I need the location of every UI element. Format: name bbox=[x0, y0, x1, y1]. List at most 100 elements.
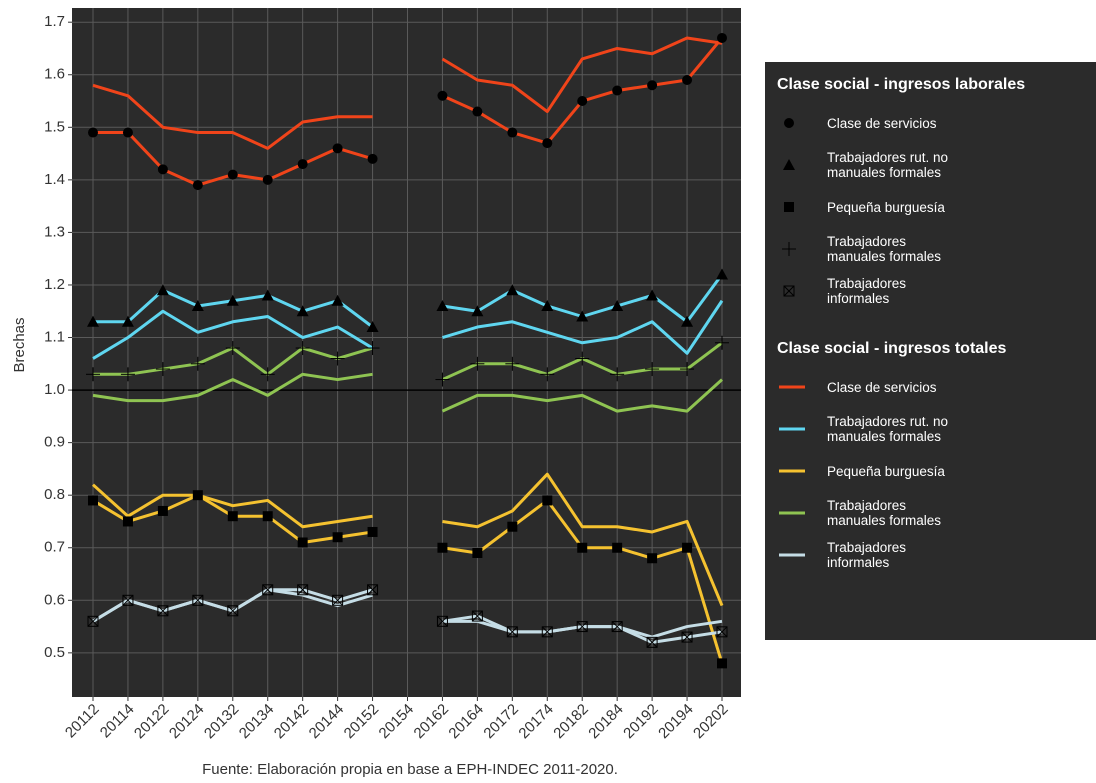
marker-shape bbox=[367, 584, 379, 596]
marker bbox=[542, 138, 553, 149]
marker-shape bbox=[191, 299, 204, 311]
y-tick-label: 0.6 bbox=[44, 591, 65, 608]
x-tick-label: 20152 bbox=[341, 701, 383, 743]
marker-shape bbox=[437, 615, 448, 627]
marker bbox=[122, 127, 133, 138]
marker-shape bbox=[506, 284, 519, 296]
marker-shape bbox=[262, 511, 273, 522]
marker bbox=[437, 542, 448, 553]
marker bbox=[227, 169, 238, 180]
marker-shape bbox=[541, 626, 553, 638]
y-axis-label: Brechas bbox=[11, 317, 28, 372]
marker bbox=[645, 362, 660, 377]
marker-shape bbox=[157, 605, 169, 617]
marker-shape bbox=[122, 127, 133, 138]
marker bbox=[192, 180, 203, 191]
marker bbox=[717, 658, 727, 669]
marker-shape bbox=[332, 143, 343, 154]
y-tick-label: 0.8 bbox=[44, 486, 65, 503]
marker-shape bbox=[227, 605, 239, 617]
marker-shape bbox=[296, 305, 309, 317]
marker-shape bbox=[437, 542, 448, 553]
marker bbox=[190, 356, 205, 371]
marker-shape bbox=[576, 310, 589, 322]
marker-shape bbox=[681, 631, 693, 643]
y-tick-label: 1.5 bbox=[44, 118, 65, 135]
marker bbox=[157, 605, 169, 617]
marker-shape bbox=[576, 621, 588, 632]
marker bbox=[297, 159, 308, 170]
legend-label: Trabajadores rut. no manuales formales bbox=[827, 414, 949, 444]
marker-shape bbox=[647, 553, 658, 564]
marker-shape bbox=[192, 594, 204, 606]
marker-shape bbox=[367, 584, 378, 596]
marker-shape bbox=[611, 621, 623, 633]
marker-shape bbox=[507, 127, 518, 138]
marker bbox=[471, 305, 484, 317]
marker-shape bbox=[297, 159, 308, 170]
marker-shape bbox=[437, 90, 448, 101]
marker-shape bbox=[331, 294, 344, 306]
marker-shape bbox=[577, 542, 588, 553]
marker bbox=[120, 367, 135, 382]
marker-shape bbox=[646, 289, 659, 301]
marker bbox=[191, 299, 204, 311]
marker bbox=[331, 294, 344, 306]
marker-shape bbox=[472, 547, 483, 558]
marker-shape bbox=[612, 85, 623, 96]
marker-shape bbox=[646, 636, 658, 648]
marker-shape bbox=[717, 32, 727, 43]
marker-shape bbox=[261, 289, 274, 301]
marker-shape bbox=[192, 490, 203, 501]
marker bbox=[577, 96, 588, 107]
series-line bbox=[92, 299, 724, 360]
legend-label: Trabajadores informales bbox=[827, 276, 907, 306]
marker-shape bbox=[542, 138, 553, 149]
y-tick-label: 1.1 bbox=[44, 328, 65, 345]
x-tick-label: 20164 bbox=[446, 701, 488, 743]
x-tick-label: 20154 bbox=[376, 701, 418, 743]
legend-item: Clase de servicios bbox=[777, 102, 1096, 144]
marker bbox=[716, 268, 728, 280]
legend-label: Trabajadores rut. no manuales formales bbox=[827, 150, 949, 180]
series-line bbox=[92, 36, 723, 150]
legend-item: Trabajadores manuales formales bbox=[777, 228, 1096, 270]
marker bbox=[88, 127, 98, 138]
marker bbox=[783, 285, 795, 297]
marker-shape bbox=[88, 495, 98, 506]
marker-shape bbox=[576, 621, 588, 633]
marker-shape bbox=[436, 299, 449, 311]
legend-item: Trabajadores rut. no manuales formales bbox=[777, 144, 1096, 186]
legend-item: Pequeña burguesía bbox=[777, 186, 1096, 228]
legend-key bbox=[779, 427, 805, 431]
marker bbox=[782, 242, 796, 256]
marker bbox=[332, 532, 343, 543]
marker bbox=[296, 305, 309, 317]
marker-shape bbox=[784, 118, 794, 128]
legend-item: Trabajadores rut. no manuales formales bbox=[777, 408, 1096, 450]
y-tick-label: 1.4 bbox=[44, 171, 65, 188]
legend-group: Clase social - ingresos totales Clase de … bbox=[777, 340, 1096, 576]
y-tick-label: 1.2 bbox=[44, 276, 65, 293]
marker-shape bbox=[716, 626, 728, 638]
marker-shape bbox=[122, 594, 134, 606]
marker bbox=[612, 542, 623, 553]
marker-shape bbox=[506, 626, 518, 638]
marker-shape bbox=[227, 511, 238, 522]
legend-key bbox=[779, 511, 805, 515]
marker-shape bbox=[646, 636, 658, 648]
marker-shape bbox=[262, 174, 273, 185]
marker-shape bbox=[611, 621, 623, 632]
y-tick-label: 0.7 bbox=[44, 539, 65, 556]
marker bbox=[226, 294, 239, 306]
marker bbox=[472, 106, 483, 117]
marker bbox=[227, 605, 239, 617]
marker bbox=[262, 174, 273, 185]
marker bbox=[540, 367, 555, 382]
marker bbox=[576, 310, 589, 322]
legend-item: Clase de servicios bbox=[777, 366, 1096, 408]
marker bbox=[262, 584, 274, 596]
marker-shape bbox=[783, 285, 795, 297]
